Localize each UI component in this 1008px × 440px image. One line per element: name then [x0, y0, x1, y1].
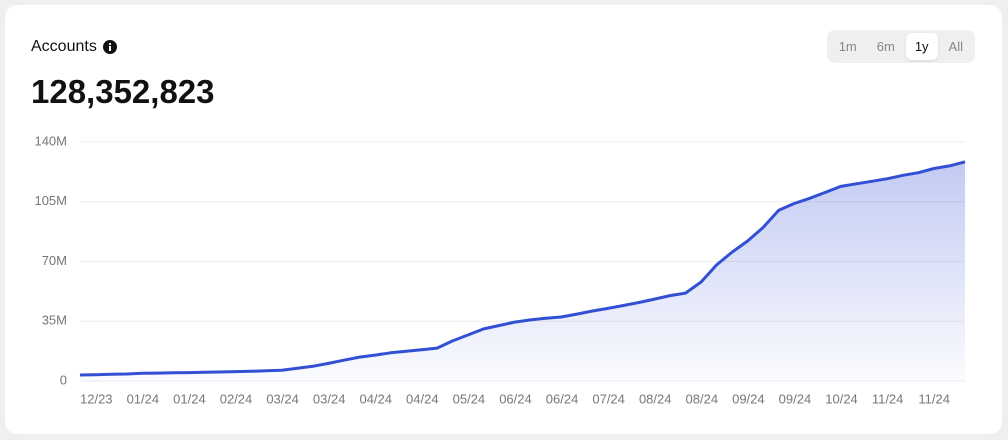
range-button[interactable]: 1m — [838, 39, 857, 54]
x-tick-label: 08/24 — [639, 391, 672, 406]
y-tick-label: 35M — [42, 313, 67, 328]
x-tick-label: 09/24 — [732, 391, 765, 406]
x-tick-label: 10/24 — [825, 391, 858, 406]
x-tick-label: 09/24 — [779, 391, 812, 406]
x-tick-label: 05/24 — [453, 391, 486, 406]
x-tick-label: 08/24 — [686, 391, 719, 406]
total: 128,352,823 — [31, 73, 215, 110]
title: Accounts — [31, 38, 97, 55]
line — [79, 160, 966, 377]
y-tick-label: 70M — [42, 253, 67, 268]
x-tick-label: 03/24 — [266, 391, 299, 406]
x-tick-label: 04/24 — [406, 391, 439, 406]
x-tick-label: 12/23 — [80, 391, 113, 406]
area — [80, 161, 965, 381]
x-tick-label: 01/24 — [127, 391, 160, 406]
x-tick-label: 01/24 — [173, 391, 206, 406]
range-selector: 1m 6m 1y All — [826, 30, 975, 63]
y-tick-label: 0 — [60, 372, 67, 387]
y-tick-label: 105M — [34, 193, 67, 208]
range-button[interactable]: 1y — [905, 33, 938, 60]
x-tick-label: 11/24 — [872, 391, 904, 406]
range-button[interactable]: All — [948, 39, 963, 54]
range-button[interactable]: 6m — [876, 39, 895, 54]
title-row: Accounts — [31, 38, 117, 56]
x-tick-label: 02/24 — [220, 391, 253, 406]
y-tick-label: 140M — [34, 133, 67, 148]
x-tick-label: 03/24 — [313, 391, 346, 406]
x-tick-label: 07/24 — [592, 391, 625, 406]
x-tick-label: 04/24 — [359, 391, 392, 406]
info-icon[interactable] — [102, 40, 117, 54]
x-tick-label: 06/24 — [499, 391, 532, 406]
x-tick-label: 06/24 — [546, 391, 579, 406]
x-tick-label: 11/24 — [918, 391, 950, 406]
